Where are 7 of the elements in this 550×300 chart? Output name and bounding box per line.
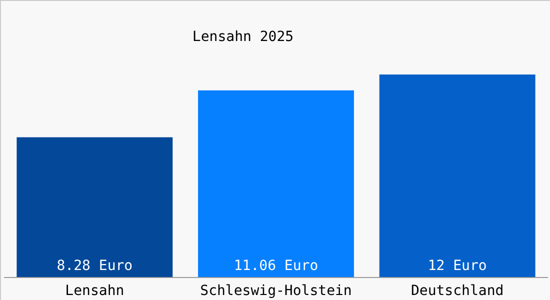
x-tick-label: Lensahn: [65, 282, 124, 299]
chart-title: Lensahn 2025: [192, 28, 294, 45]
x-tick-label: Deutschland: [410, 282, 504, 299]
data-label: 8.28 Euro: [56, 258, 133, 274]
x-tick-label: Schleswig-Holstein: [200, 282, 352, 299]
data-label: 11.06 Euro: [234, 258, 318, 274]
data-label: 12 Euro: [428, 258, 487, 274]
